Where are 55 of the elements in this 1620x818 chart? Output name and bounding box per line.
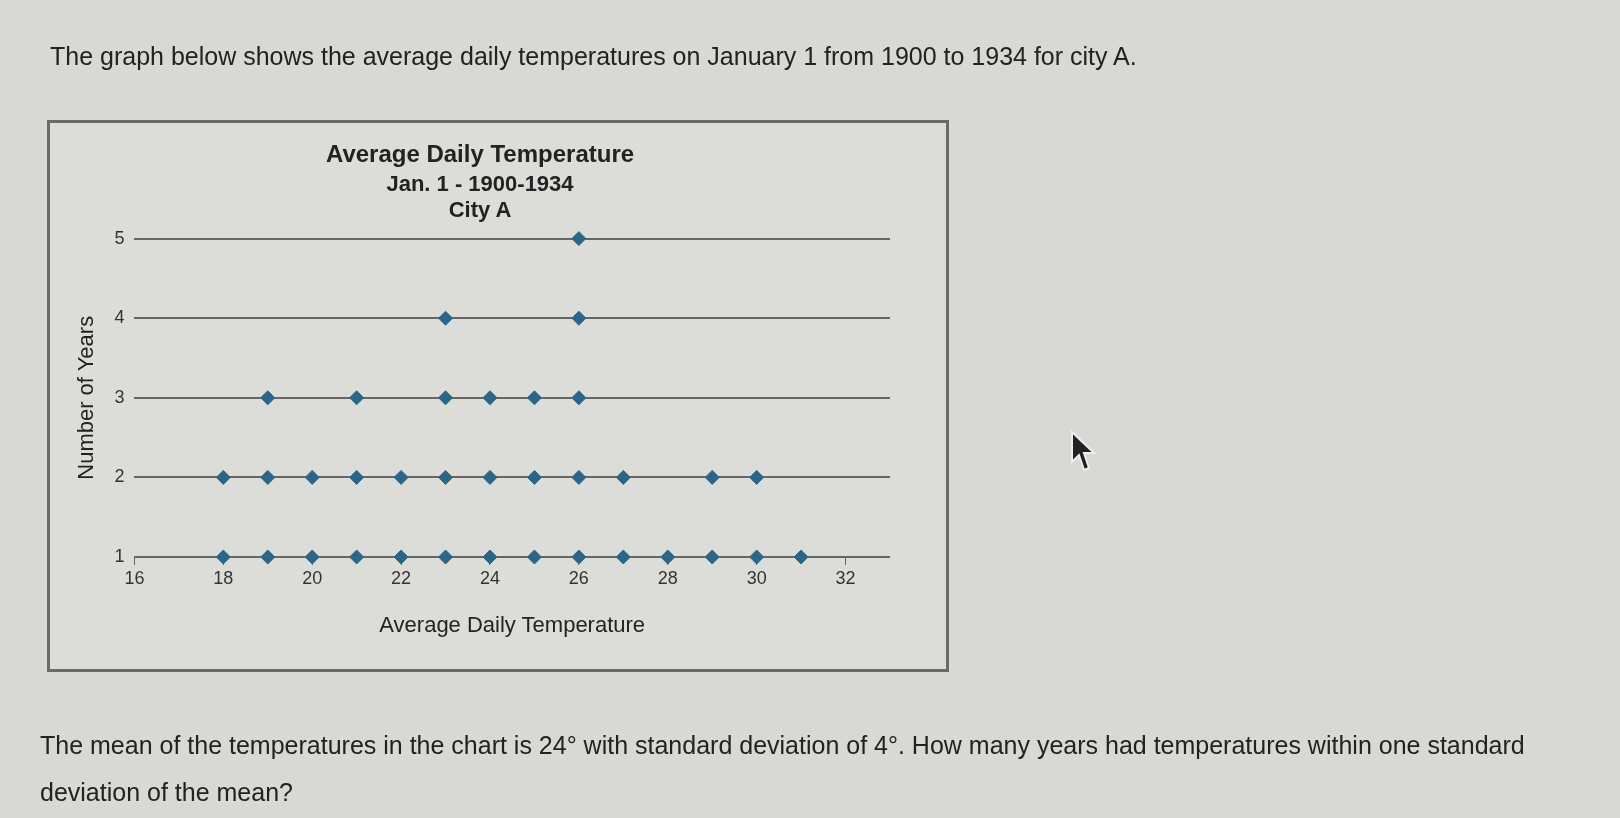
point xyxy=(438,549,454,565)
x-tick-label: 30 xyxy=(746,567,767,588)
x-tick-label: 28 xyxy=(657,567,678,588)
point xyxy=(704,549,720,565)
point xyxy=(749,469,765,485)
point xyxy=(526,390,542,406)
point xyxy=(704,469,720,485)
chart-title: Average Daily Temperature xyxy=(325,140,635,168)
point xyxy=(749,549,765,565)
x-tick-label: 22 xyxy=(391,567,412,588)
point xyxy=(304,549,320,565)
y-tick-label: 2 xyxy=(114,466,125,487)
text: The mean of the temperatures in the chart is 24° with standard deviation of 4°. How many years had temperatures within one standard deviation of the mean? xyxy=(40,730,1526,808)
x-tick-label: 26 xyxy=(568,567,589,588)
y-tick-label: 4 xyxy=(114,307,125,328)
point xyxy=(215,549,231,565)
point xyxy=(793,549,809,565)
point xyxy=(349,469,365,485)
x-tick-label: 32 xyxy=(835,567,856,588)
point xyxy=(438,469,454,485)
point xyxy=(571,231,587,247)
point xyxy=(571,390,587,406)
point xyxy=(438,390,454,406)
chart-subtitle: Jan. 1 - 1900-1934 City A xyxy=(386,171,575,223)
y-tick-label: 3 xyxy=(114,386,125,407)
point xyxy=(482,469,498,485)
point xyxy=(349,549,365,565)
point xyxy=(482,390,498,406)
y-axis-title: Number of Years xyxy=(73,315,99,480)
y-tick-label: 1 xyxy=(114,545,125,566)
point xyxy=(349,390,365,406)
point xyxy=(260,469,276,485)
point xyxy=(438,310,454,326)
point xyxy=(526,469,542,485)
point xyxy=(615,549,631,565)
point xyxy=(571,549,587,565)
point xyxy=(260,390,276,406)
point xyxy=(260,549,276,565)
point xyxy=(215,469,231,485)
point xyxy=(615,469,631,485)
point xyxy=(393,469,409,485)
point xyxy=(482,549,498,565)
point xyxy=(526,549,542,565)
point xyxy=(393,549,409,565)
x-axis-title: Average Daily Temperature xyxy=(379,611,646,637)
x-tick-label: 16 xyxy=(124,567,145,588)
x-tick-label: 20 xyxy=(302,567,323,588)
point xyxy=(571,469,587,485)
x-tick-label: 18 xyxy=(213,567,234,588)
text: The graph below shows the average daily temperatures on January 1 from 1900 to 1934 for city A. xyxy=(50,42,1138,71)
y-tick-label: 5 xyxy=(114,227,125,248)
point xyxy=(304,469,320,485)
point xyxy=(660,549,676,565)
x-tick-label: 24 xyxy=(479,567,500,588)
point xyxy=(571,310,587,326)
